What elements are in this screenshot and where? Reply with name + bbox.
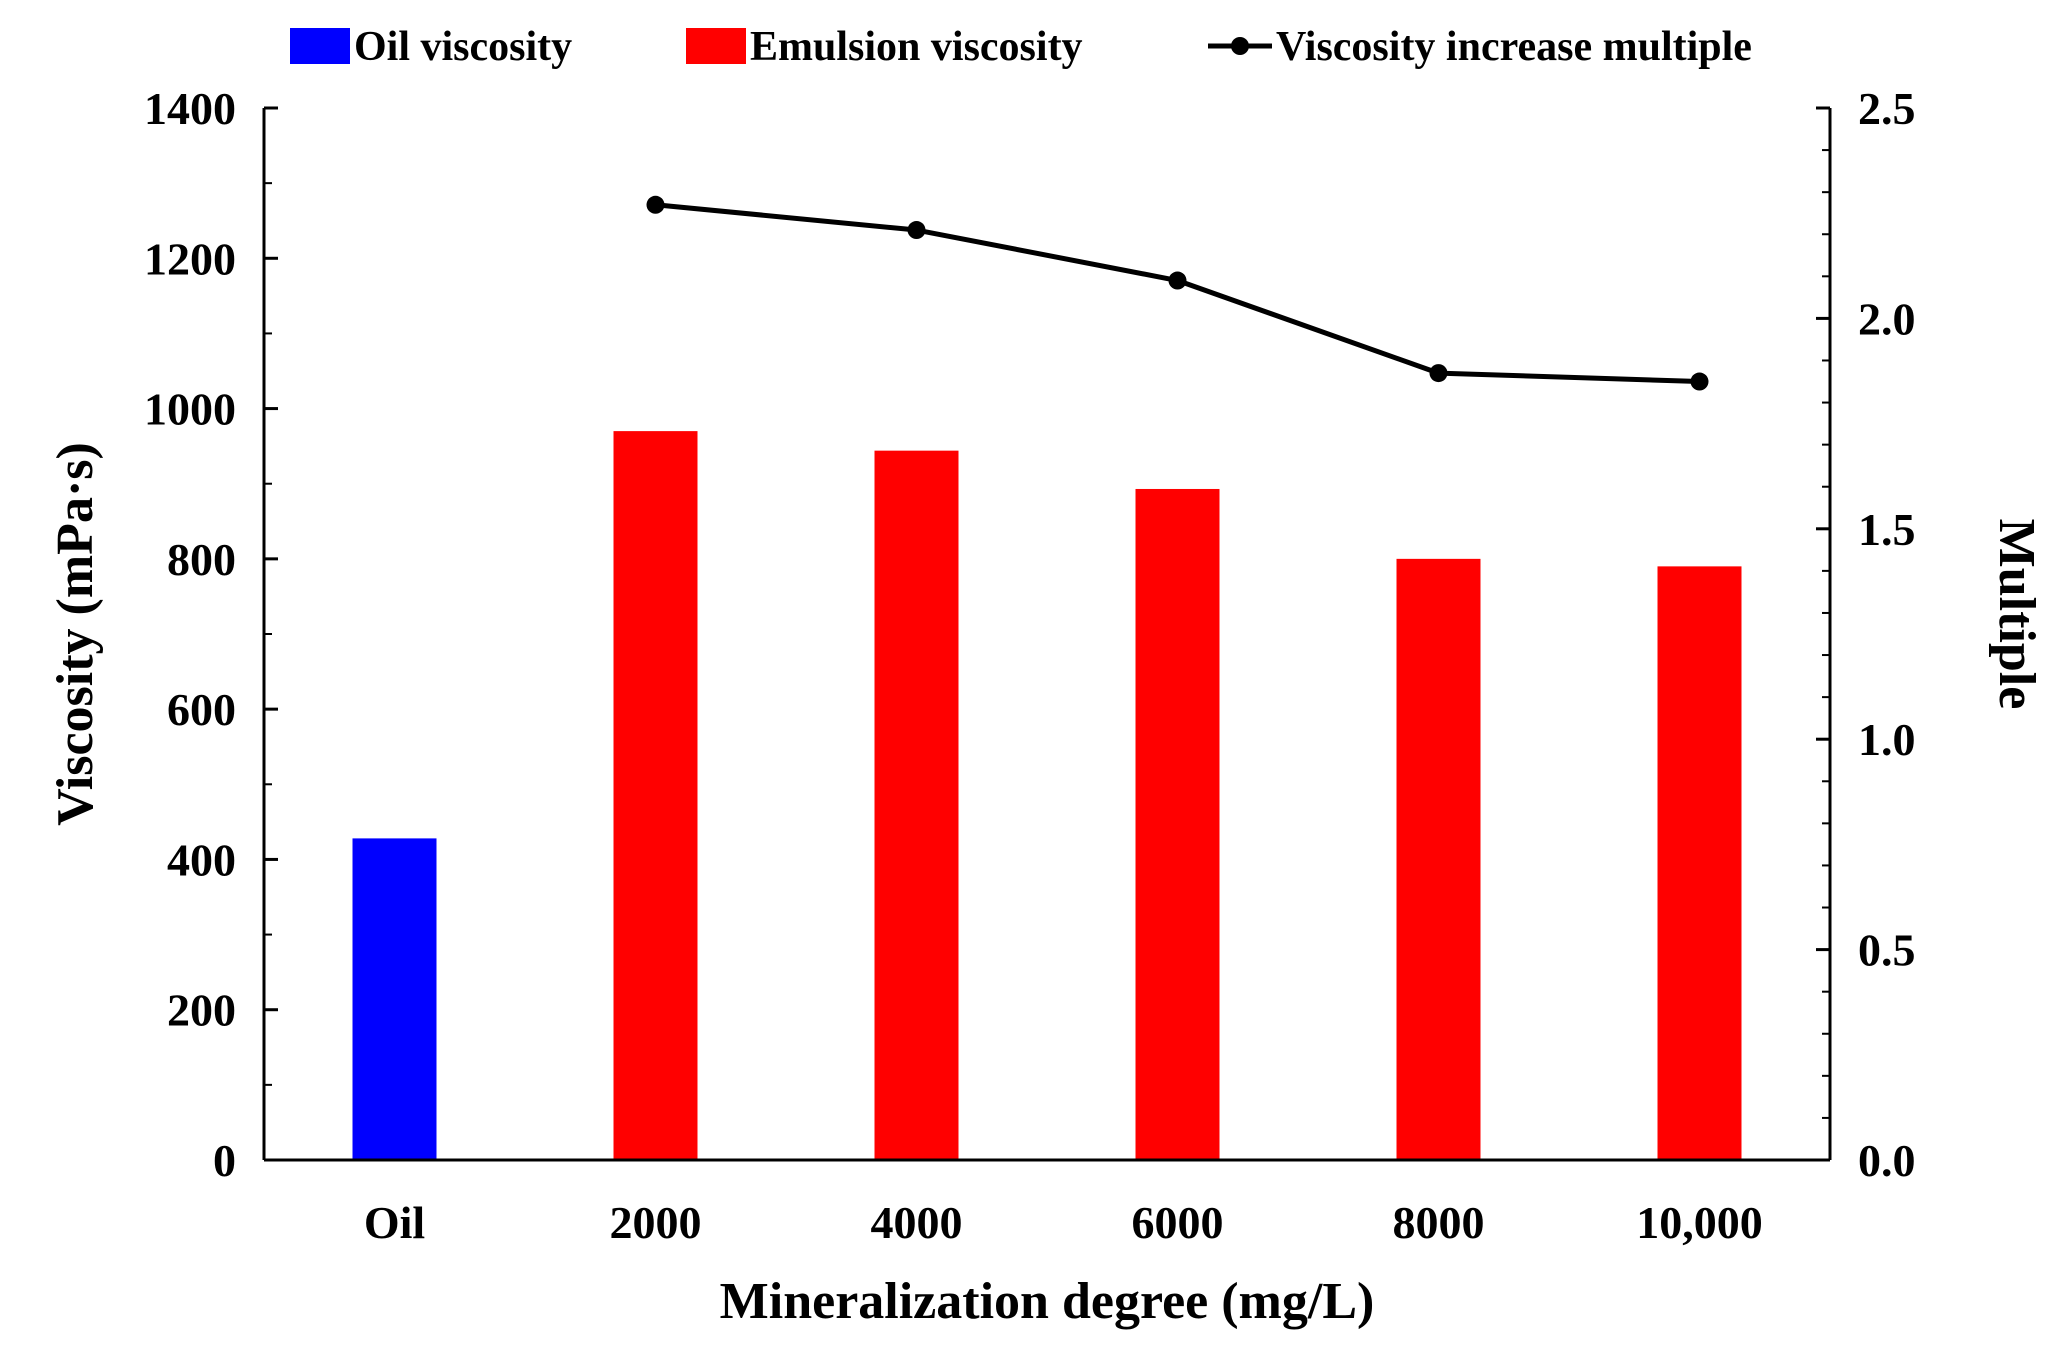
- y-tick-label-7: 1400: [144, 83, 236, 134]
- multiple-point-4: [1690, 372, 1709, 391]
- multiple-line: [655, 202, 1700, 385]
- legend-item-1-swatch: [686, 28, 746, 64]
- x-tick-label-2: 4000: [871, 1197, 963, 1248]
- bar-emulsion-viscosity-1: [613, 431, 698, 1161]
- axes-layer: 0 200 400 600 800 1000 1200 1400 0.0 0.5 1.0 1.5 2.0…: [144, 83, 1916, 1248]
- y-tick-label-5: 1000: [144, 384, 236, 435]
- y2-axis-title: Multiple: [1988, 519, 2045, 710]
- y2-tick-label-2: 1.0: [1858, 714, 1916, 765]
- legend-item-1-label: Emulsion viscosity: [750, 24, 1083, 70]
- x-tick-label-5: 10,000: [1636, 1197, 1763, 1248]
- multiple-point-1: [907, 221, 926, 240]
- bar-emulsion-viscosity-4: [1396, 558, 1481, 1160]
- bars-layer: [352, 431, 1742, 1161]
- x-axis-title: Mineralization degree (mg/L): [720, 1273, 1375, 1330]
- y-tick-label-0: 0: [213, 1135, 236, 1186]
- x-tick-label-0: Oil: [364, 1197, 425, 1248]
- y-tick-label-2: 400: [167, 834, 236, 885]
- y2-tick-label-0: 0.0: [1858, 1135, 1916, 1186]
- bar-emulsion-viscosity-3: [1135, 488, 1220, 1161]
- x-tick-label-3: 6000: [1132, 1197, 1224, 1248]
- x-tick-label-4: 8000: [1393, 1197, 1485, 1248]
- y-axis-title: Viscosity (mPa·s): [47, 442, 104, 826]
- y-tick-label-1: 200: [167, 985, 236, 1036]
- legend: Oil viscosity Emulsion viscosity Viscosity…: [290, 24, 1752, 70]
- legend-item-0-label: Oil viscosity: [354, 24, 572, 70]
- multiple-point-3: [1429, 364, 1448, 383]
- legend-item-2-swatch-marker: [1231, 37, 1249, 55]
- multiple-point-0: [646, 195, 665, 214]
- bar-emulsion-viscosity-2: [874, 450, 959, 1160]
- y2-tick-label-1: 0.5: [1858, 925, 1916, 976]
- line-layer: [646, 195, 1709, 391]
- bar-emulsion-viscosity-5: [1657, 566, 1742, 1160]
- y2-tick-label-3: 1.5: [1858, 504, 1916, 555]
- legend-item-0-swatch: [290, 28, 350, 64]
- y-tick-label-4: 800: [167, 534, 236, 585]
- x-tick-label-1: 2000: [610, 1197, 702, 1248]
- multiple-point-2: [1168, 271, 1187, 290]
- y-tick-label-3: 600: [167, 684, 236, 735]
- bar-oil-viscosity-0: [352, 838, 437, 1160]
- y2-tick-label-4: 2.0: [1858, 293, 1916, 344]
- y-tick-label-6: 1200: [144, 233, 236, 284]
- y2-tick-label-5: 2.5: [1858, 83, 1916, 134]
- legend-item-2-label: Viscosity increase multiple: [1276, 24, 1752, 70]
